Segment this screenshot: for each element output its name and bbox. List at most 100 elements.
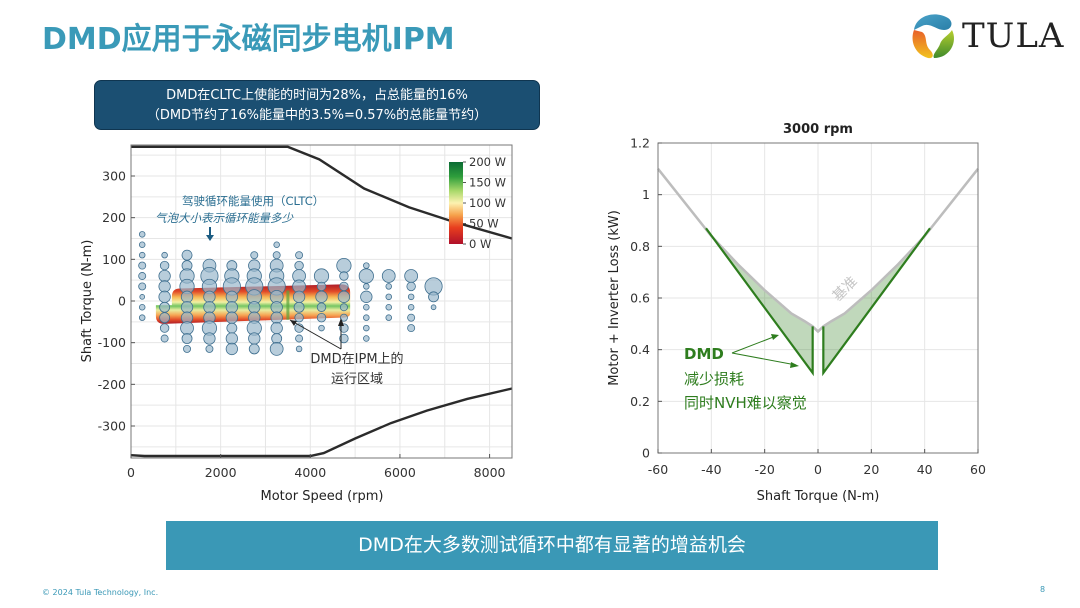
cycle-energy-bubble bbox=[138, 251, 146, 259]
dmd-loss-line-positive bbox=[822, 227, 931, 377]
cycle-energy-bubble bbox=[205, 344, 214, 353]
y-tick-label: 0.2 bbox=[630, 394, 650, 409]
cycle-energy-bubble bbox=[138, 261, 147, 270]
tula-swirl-icon bbox=[912, 14, 954, 59]
dmd-label: DMD bbox=[684, 345, 724, 363]
cycle-annotation-arrow bbox=[206, 227, 214, 241]
cycle-energy-bubble bbox=[269, 342, 284, 356]
colorbar: 200 W 150 W 100 W 50 W 0 W bbox=[449, 155, 506, 251]
dmd-loss-line-negative bbox=[705, 227, 814, 377]
cycle-energy-bubble bbox=[318, 324, 325, 332]
cycle-energy-bubble bbox=[339, 271, 349, 281]
cycle-energy-bubble bbox=[181, 333, 193, 344]
dmd-benefit-line-1: 减少损耗 bbox=[684, 370, 744, 388]
y-tick-label: -100 bbox=[98, 335, 126, 350]
dmd-arrows bbox=[731, 334, 799, 368]
y-tick-label: -200 bbox=[98, 377, 126, 392]
cycle-energy-bubble bbox=[248, 343, 260, 355]
x-tick-label: -20 bbox=[754, 462, 774, 477]
dmd-benefit-line-2: 同时NVH难以察觉 bbox=[684, 394, 807, 412]
x-tick-label: 0 bbox=[127, 465, 135, 480]
y-tick-label: 0.8 bbox=[630, 239, 650, 254]
cycle-energy-bubble bbox=[138, 241, 146, 248]
cycle-energy-bubble bbox=[225, 342, 239, 356]
cycle-energy-bubble bbox=[138, 303, 146, 311]
x-tick-label: 6000 bbox=[384, 465, 416, 480]
cycle-energy-bubble bbox=[161, 251, 168, 259]
copyright: © 2024 Tula Technology, Inc. bbox=[42, 588, 159, 597]
cycle-energy-bubble bbox=[295, 345, 303, 353]
cycle-energy-bubble bbox=[407, 324, 416, 333]
summary-callout: DMD在CLTC上使能的时间为28%，占总能量的16% （DMD节约了16%能量… bbox=[94, 80, 540, 130]
colorbar-tick-label: 200 W bbox=[469, 155, 506, 169]
x-tick-label: 20 bbox=[863, 462, 879, 477]
slide-title: DMD应用于永磁同步电机IPM bbox=[42, 22, 455, 57]
cycle-energy-bubble bbox=[407, 313, 416, 322]
y-tick-label: 200 bbox=[102, 210, 126, 225]
y-tick-label: 0 bbox=[118, 294, 126, 309]
colorbar-tick-label: 0 W bbox=[469, 237, 491, 251]
colorbar-gradient bbox=[449, 162, 463, 244]
cycle-energy-bubble bbox=[138, 314, 146, 321]
y-tick-label: 0.4 bbox=[630, 342, 650, 357]
dmd-region-label-1: DMD在IPM上的 bbox=[310, 351, 403, 367]
x-tick-label: 40 bbox=[917, 462, 933, 477]
baseline-loss-line bbox=[657, 168, 979, 334]
y-tick-label: 300 bbox=[102, 169, 126, 184]
x-tick-label: 60 bbox=[970, 462, 986, 477]
cycle-energy-bubble bbox=[339, 313, 348, 322]
cycle-energy-bubble bbox=[339, 333, 349, 344]
y-tick-label: 1.2 bbox=[630, 136, 650, 151]
cycle-energy-bubble bbox=[385, 303, 392, 311]
cycle-energy-bubble bbox=[430, 304, 437, 311]
cycle-energy-bubble bbox=[337, 290, 351, 303]
x-tick-label: -60 bbox=[648, 462, 668, 477]
cycle-energy-bubble bbox=[138, 272, 147, 280]
colorbar-tick-label: 50 W bbox=[469, 217, 499, 231]
cycle-energy-bubble bbox=[406, 281, 416, 292]
cycle-annotation-line-2: 气泡大小表示循环能量多少 bbox=[155, 211, 294, 225]
y-tick-label: 100 bbox=[102, 252, 126, 267]
cycle-energy-bubble bbox=[407, 293, 415, 301]
loss-vs-torque-chart: -60 -40 -20 0 20 40 60 0 0.2 0.4 0.6 0.8 1 1.2 3000 r… bbox=[607, 122, 986, 504]
cycle-energy-bubble bbox=[363, 283, 370, 290]
colorbar-tick-label: 150 W bbox=[469, 176, 506, 190]
cycle-energy-bubble bbox=[138, 282, 147, 291]
min-torque-envelope bbox=[130, 387, 513, 458]
cycle-energy-bubble bbox=[160, 334, 169, 343]
cycle-energy-bubble bbox=[360, 290, 373, 303]
cycle-energy-bubble bbox=[363, 324, 370, 332]
left-x-axis-label: Motor Speed (rpm) bbox=[261, 489, 384, 504]
cycle-energy-bubble bbox=[159, 323, 170, 333]
cycle-energy-bubble bbox=[138, 231, 146, 238]
x-tick-label: 0 bbox=[814, 462, 822, 477]
cycle-energy-bubble bbox=[339, 303, 348, 312]
y-tick-label: -300 bbox=[98, 419, 126, 434]
cycle-energy-bubble bbox=[183, 344, 192, 353]
cycle-energy-bubble bbox=[250, 251, 259, 260]
colorbar-tick-label: 100 W bbox=[469, 196, 506, 210]
x-tick-label: 2000 bbox=[205, 465, 237, 480]
x-tick-label: 8000 bbox=[474, 465, 506, 480]
conclusion-banner: DMD在大多数测试循环中都有显著的增益机会 bbox=[166, 521, 938, 570]
x-tick-label: 4000 bbox=[294, 465, 326, 480]
cycle-energy-bubble bbox=[363, 314, 370, 321]
cycle-energy-bubble bbox=[385, 293, 392, 301]
cycle-energy-bubble bbox=[385, 283, 392, 290]
cycle-energy-bubble bbox=[428, 291, 439, 303]
cycle-energy-bubble bbox=[295, 251, 304, 260]
callout-line-1: DMD在CLTC上使能的时间为28%，占总能量的16% bbox=[166, 88, 468, 103]
cycle-energy-bubble bbox=[159, 312, 171, 324]
dmd-region-arrows bbox=[289, 318, 344, 350]
cycle-energy-bubble bbox=[273, 241, 280, 248]
cycle-energy-bubble bbox=[316, 302, 327, 312]
y-tick-label: 0.6 bbox=[630, 291, 650, 306]
callout-line-2: （DMD节约了16%能量中的3.5%=0.57%的总能量节约） bbox=[146, 108, 488, 123]
cycle-energy-bubble bbox=[385, 314, 392, 321]
tula-logo: TULA bbox=[908, 8, 1068, 64]
y-tick-label: 0 bbox=[642, 446, 650, 461]
cycle-annotation-line-1: 驾驶循环能量使用（CLTC） bbox=[182, 194, 324, 208]
cycle-energy-bubble bbox=[363, 335, 370, 342]
cycle-energy-bubble bbox=[363, 303, 370, 311]
cycle-energy-bubble bbox=[407, 303, 415, 311]
